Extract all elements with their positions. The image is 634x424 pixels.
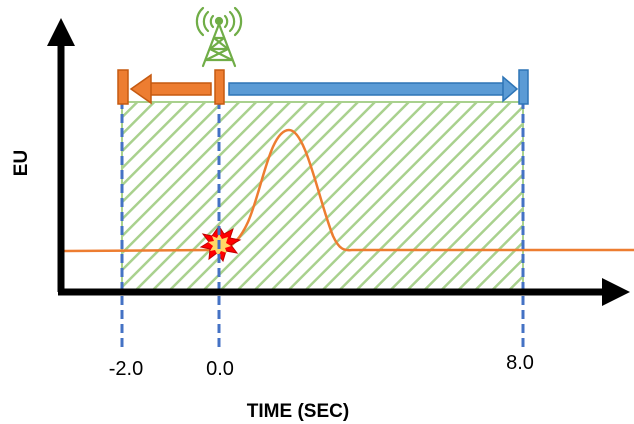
pre-trigger-arrow xyxy=(117,69,212,105)
trigger-bar xyxy=(214,69,225,105)
tick-label-pre: -2.0 xyxy=(109,358,143,380)
acquisition-window xyxy=(121,101,524,294)
y-axis-title: EU xyxy=(11,150,32,176)
radio-tower-icon xyxy=(195,6,243,68)
tick-label-trigger: 0.0 xyxy=(206,358,234,380)
tick-label-post: 8.0 xyxy=(506,352,534,374)
y-axis-arrowhead xyxy=(47,18,75,46)
x-axis-arrowhead xyxy=(602,278,630,306)
x-axis-title: TIME (SEC) xyxy=(247,401,349,422)
axes xyxy=(47,18,630,306)
signal-trace xyxy=(63,128,634,253)
post-trigger-arrow xyxy=(228,69,529,105)
